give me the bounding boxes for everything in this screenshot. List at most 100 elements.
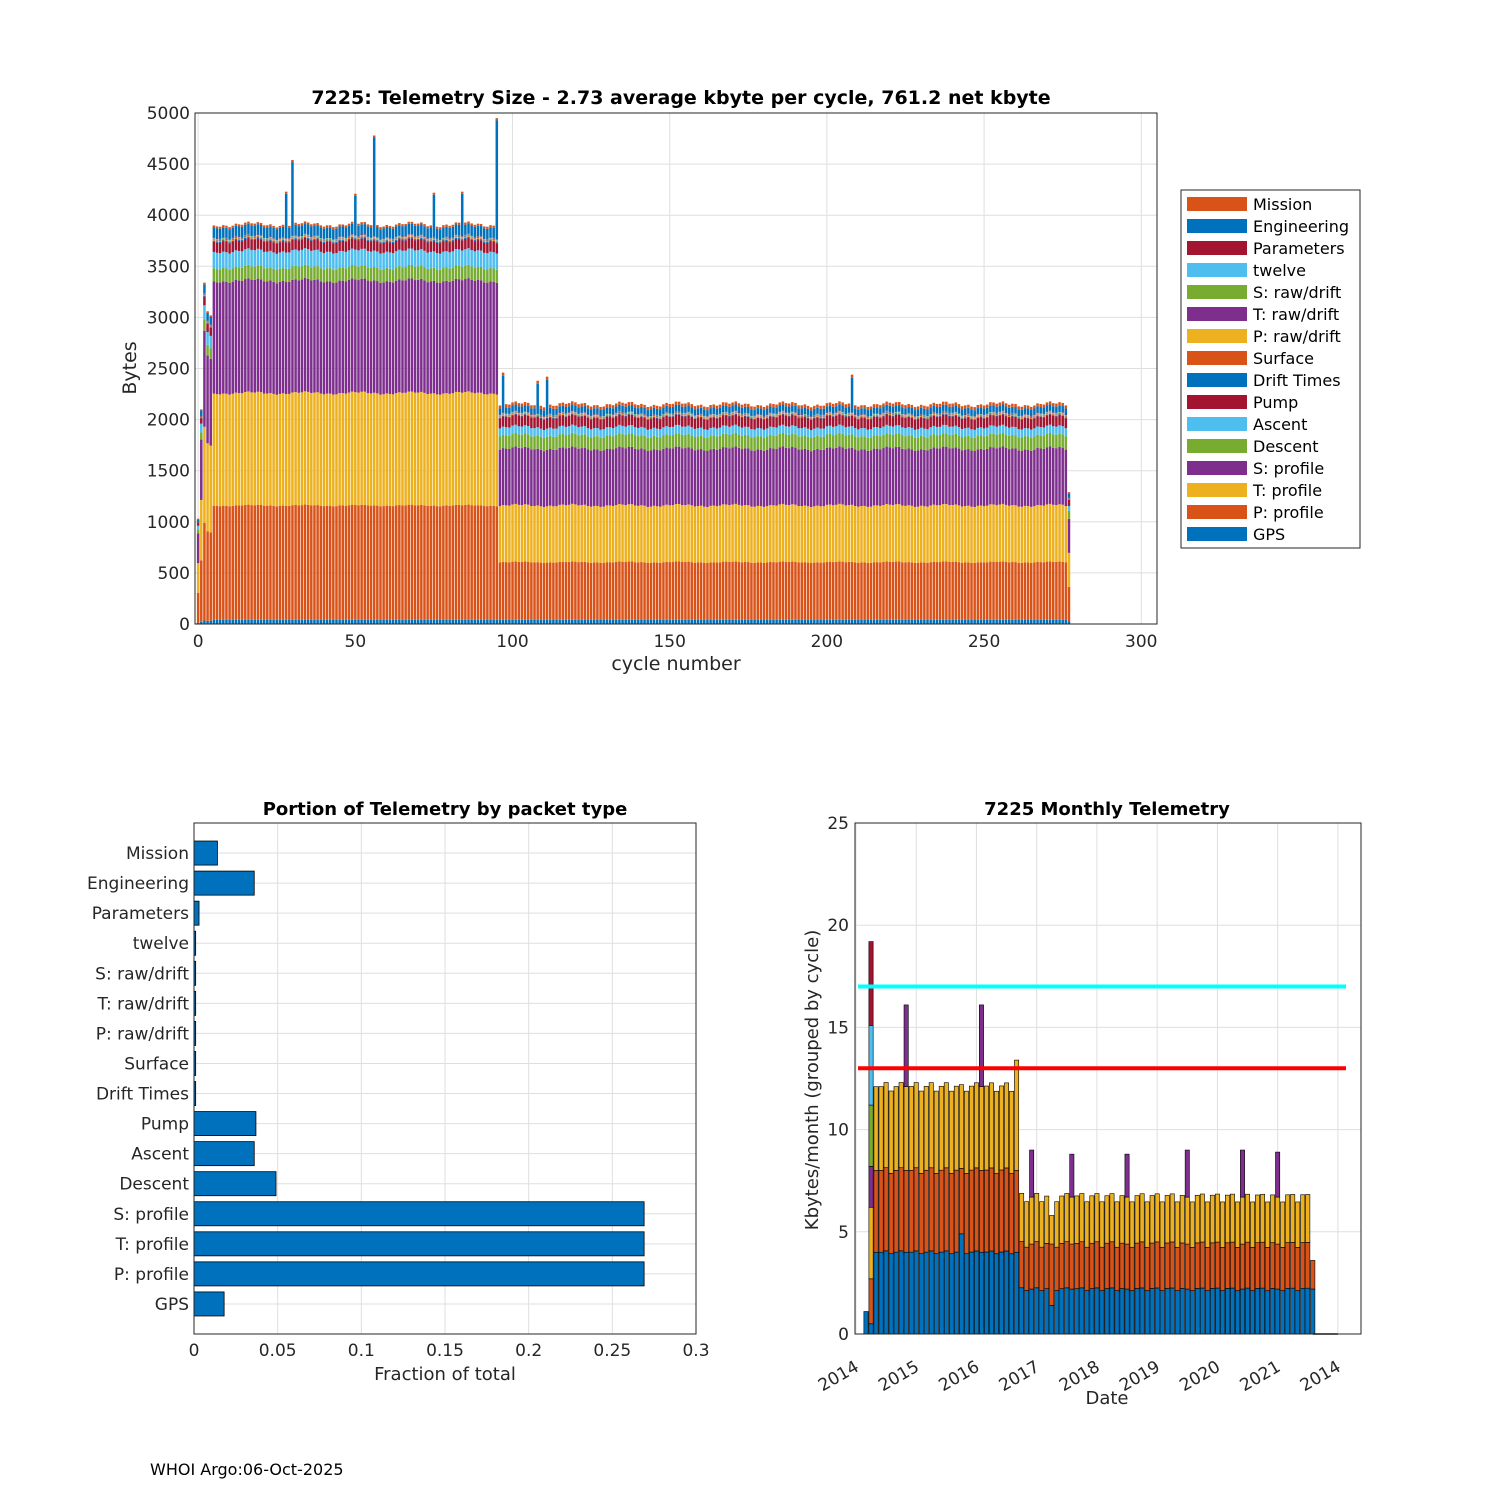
- top-bar-segment: [1067, 497, 1071, 499]
- top-bar-segment: [284, 193, 288, 239]
- top-bar-segment: [495, 506, 499, 620]
- top-bar-segment: [1064, 506, 1068, 563]
- top-bar-segment: [875, 414, 879, 416]
- top-bar-segment: [816, 416, 819, 418]
- top-bar-segment: [659, 562, 662, 620]
- top-bar-segment: [410, 234, 414, 235]
- top-bar-segment: [574, 413, 577, 414]
- top-ytick-label: 3500: [147, 257, 190, 277]
- top-bar-segment: [1055, 619, 1058, 624]
- top-bar-segment: [677, 433, 681, 447]
- top-bar-segment: [772, 415, 775, 416]
- top-bar-segment: [1001, 413, 1005, 414]
- top-bar-segment: [605, 416, 609, 428]
- top-bar-segment: [938, 416, 942, 427]
- top-bar-segment: [941, 561, 945, 620]
- top-bar-segment: [932, 447, 936, 505]
- top-bar-segment: [376, 227, 379, 238]
- top-bar-segment: [998, 412, 1002, 414]
- top-bar-segment: [709, 405, 712, 409]
- top-bar-segment: [995, 414, 998, 416]
- top-bar-segment: [432, 619, 436, 624]
- top-bar-segment: [514, 503, 517, 562]
- top-bar-segment: [435, 226, 439, 229]
- br-bar-segment: [958, 1233, 964, 1335]
- br-bar-segment: [1275, 1288, 1281, 1335]
- top-bar-segment: [721, 402, 725, 406]
- top-bar-segment: [662, 417, 665, 428]
- top-bar-segment: [476, 237, 480, 239]
- top-bar-segment: [1064, 417, 1068, 419]
- top-bar-segment: [998, 619, 1002, 624]
- top-bar-segment: [894, 425, 898, 434]
- top-bar-segment: [470, 505, 473, 620]
- top-bar-segment: [901, 435, 904, 449]
- top-bar-segment: [857, 415, 860, 417]
- top-bar-segment: [580, 415, 583, 417]
- top-bar-segment: [709, 416, 712, 417]
- top-bar-segment: [929, 562, 932, 620]
- bl-bar: [193, 1261, 645, 1287]
- top-bar-segment: [442, 393, 445, 506]
- top-bar-segment: [410, 234, 414, 236]
- top-bar-segment: [473, 238, 477, 239]
- br-bar-segment: [1039, 1201, 1045, 1248]
- top-bar-segment: [266, 240, 269, 242]
- top-bar-segment: [681, 414, 684, 415]
- top-bar-segment: [328, 238, 332, 239]
- br-bar-segment: [1094, 1193, 1100, 1243]
- top-bar-segment: [923, 449, 926, 507]
- top-bar-segment: [552, 417, 555, 418]
- top-bar-segment: [196, 622, 200, 624]
- top-bar-segment: [577, 435, 580, 449]
- top-bar-segment: [410, 619, 414, 624]
- top-bar-segment: [1004, 504, 1008, 562]
- top-bar-segment: [596, 415, 599, 417]
- top-bar-segment: [426, 252, 429, 269]
- top-bar-segment: [203, 293, 206, 295]
- top-bar-segment: [797, 415, 800, 417]
- top-bar-segment: [291, 505, 294, 620]
- top-bar-segment: [803, 619, 807, 624]
- top-bar-segment: [262, 240, 266, 241]
- top-bar-segment: [765, 562, 769, 620]
- top-bar-segment: [809, 418, 813, 420]
- top-bar-segment: [860, 417, 863, 429]
- top-bar-segment: [357, 280, 360, 393]
- top-bar-segment: [813, 562, 816, 620]
- top-bar-segment: [910, 427, 914, 436]
- top-bar-segment: [671, 416, 675, 417]
- top-bar-segment: [445, 239, 448, 240]
- top-bar-segment: [275, 506, 278, 620]
- top-bar-segment: [231, 240, 234, 241]
- top-bar-segment: [797, 428, 800, 437]
- top-bar-segment: [335, 619, 338, 624]
- top-bar-segment: [599, 409, 602, 417]
- top-bar-segment: [781, 401, 785, 405]
- top-bar-segment: [696, 414, 700, 415]
- top-bar-segment: [822, 416, 826, 417]
- top-bar-segment: [533, 415, 536, 416]
- top-bar-segment: [423, 240, 426, 251]
- top-bar-segment: [357, 505, 360, 620]
- top-bar-segment: [1051, 619, 1055, 624]
- top-bar-segment: [514, 619, 517, 624]
- top-bar-segment: [621, 411, 624, 413]
- top-bar-segment: [476, 223, 480, 226]
- top-bar-segment: [332, 227, 335, 230]
- top-bar-segment: [561, 425, 565, 434]
- top-bar-segment: [250, 223, 253, 226]
- top-bar-segment: [495, 269, 499, 283]
- top-bar-segment: [278, 225, 282, 228]
- top-bar-segment: [394, 267, 398, 281]
- top-bar-segment: [897, 414, 901, 415]
- top-xtick-label: 50: [345, 632, 367, 652]
- br-bar-segment: [953, 1085, 959, 1171]
- top-bar-segment: [938, 619, 942, 624]
- top-bar-segment: [555, 408, 558, 415]
- top-bar-segment: [891, 413, 895, 414]
- top-bar-segment: [476, 225, 480, 236]
- top-bar-segment: [728, 416, 731, 427]
- top-bar-segment: [225, 268, 228, 282]
- top-bar-segment: [504, 413, 508, 415]
